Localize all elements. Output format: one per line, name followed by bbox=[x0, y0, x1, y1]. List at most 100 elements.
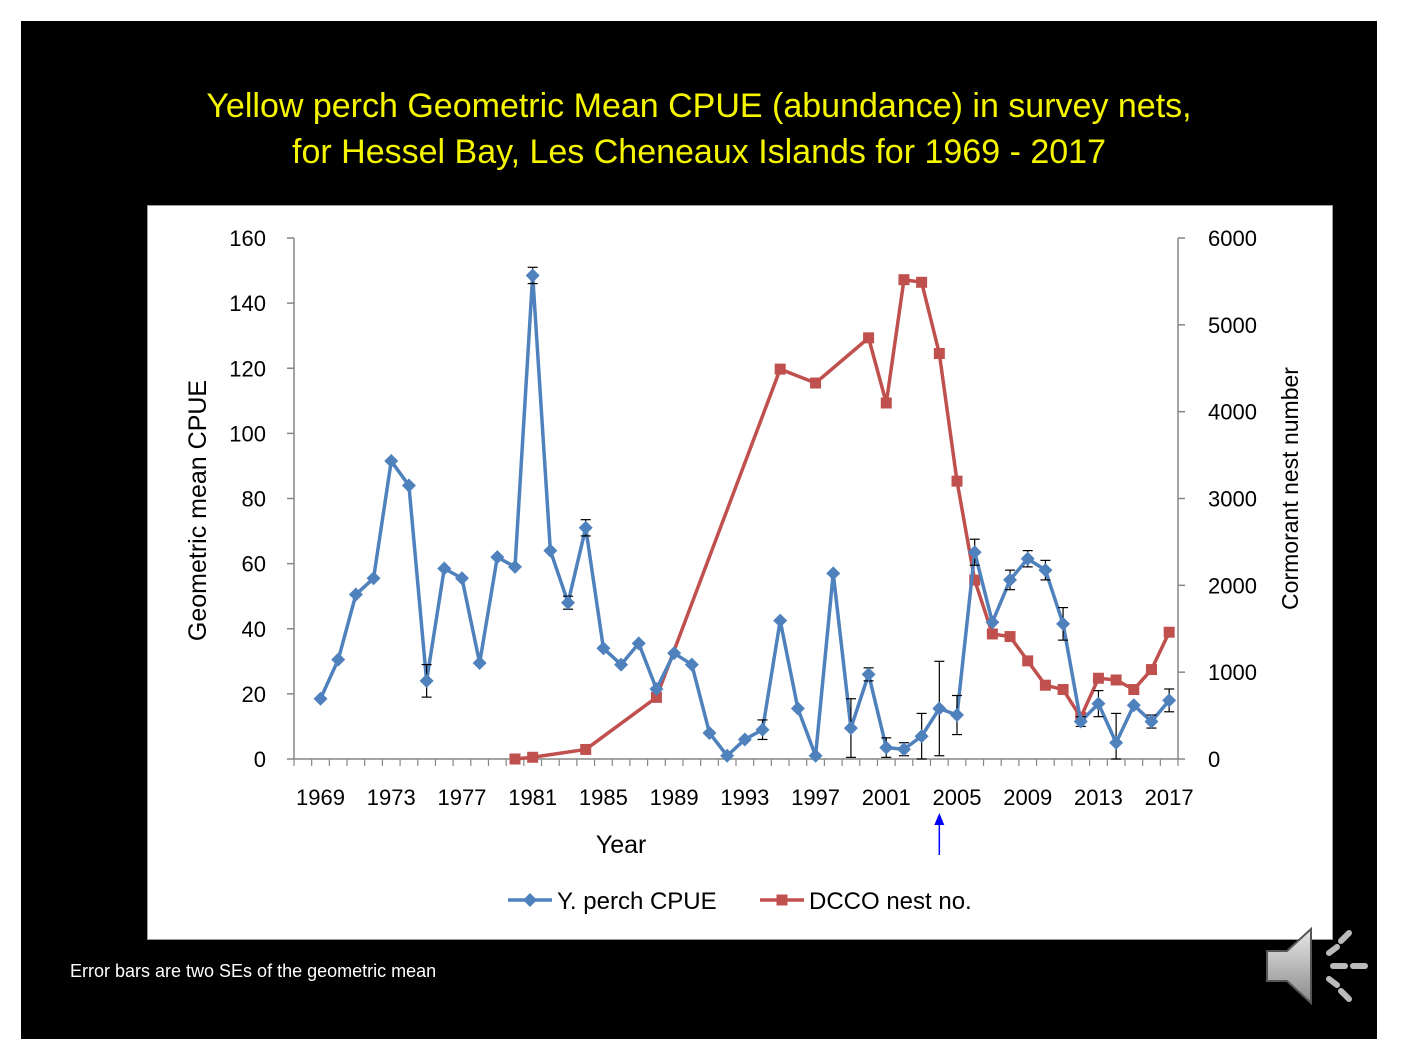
slide-title: Yellow perch Geometric Mean CPUE (abunda… bbox=[21, 83, 1377, 175]
y2-tick-label: 3000 bbox=[1208, 487, 1257, 512]
perch-cpue-point bbox=[614, 657, 629, 672]
perch-cpue-point bbox=[737, 732, 752, 747]
dcco-nest-point bbox=[650, 691, 662, 703]
perch-cpue-point bbox=[1056, 616, 1071, 631]
dcco-nest-point bbox=[527, 751, 539, 763]
x-tick-label: 2001 bbox=[862, 785, 911, 810]
dcco-nest-line bbox=[514, 277, 1171, 761]
perch-cpue-point bbox=[684, 657, 699, 672]
dcco-nest-point bbox=[863, 332, 875, 344]
perch-cpue-point bbox=[1162, 693, 1177, 708]
y-tick-label: 60 bbox=[242, 552, 266, 577]
perch-cpue-point bbox=[967, 545, 982, 560]
perch-cpue-point bbox=[1020, 551, 1035, 566]
x-tick-label: 2013 bbox=[1074, 785, 1123, 810]
perch-cpue-point bbox=[578, 520, 593, 535]
y-tick-label: 80 bbox=[242, 487, 266, 512]
y-tick-label: 40 bbox=[242, 617, 266, 642]
slide-title-line-1: Yellow perch Geometric Mean CPUE (abunda… bbox=[206, 87, 1192, 125]
perch-cpue-point bbox=[1038, 563, 1053, 578]
dcco-nest-point bbox=[1004, 631, 1016, 643]
perch-cpue-point bbox=[596, 641, 611, 656]
perch-cpue-point bbox=[1109, 735, 1124, 750]
perch-cpue-point bbox=[861, 667, 876, 682]
dcco-nest-point bbox=[1092, 672, 1104, 684]
perch-cpue-point bbox=[1126, 698, 1141, 713]
y-tick-label: 120 bbox=[229, 356, 266, 381]
dcco-nest-point bbox=[1128, 684, 1140, 696]
perch-cpue-point bbox=[384, 454, 399, 469]
x-tick-label: 1981 bbox=[508, 785, 557, 810]
speaker-sound-icon[interactable] bbox=[1261, 919, 1381, 1024]
perch-cpue-point bbox=[472, 655, 487, 670]
dcco-nest-point bbox=[1110, 674, 1122, 686]
dcco-nest-point bbox=[1039, 679, 1051, 691]
x-axis-title: Year bbox=[596, 831, 647, 859]
dcco-nest-point bbox=[898, 274, 910, 286]
perch-cpue-point bbox=[1073, 714, 1088, 729]
perch-cpue-point bbox=[331, 652, 346, 667]
legend-perch-label: Y. perch CPUE bbox=[557, 888, 717, 915]
perch-cpue-point bbox=[1144, 714, 1159, 729]
footnote: Error bars are two SEs of the geometric … bbox=[70, 961, 437, 981]
perch-cpue-point bbox=[720, 748, 735, 763]
legend-perch-marker bbox=[523, 893, 537, 907]
dcco-nest-point bbox=[1022, 655, 1034, 667]
y2-axis-title: Cormorant nest number bbox=[1277, 367, 1303, 610]
perch-cpue-point bbox=[490, 550, 505, 565]
dcco-nest-point bbox=[1057, 684, 1069, 696]
y2-tick-label: 0 bbox=[1208, 747, 1220, 772]
slide-title-line-2: for Hessel Bay, Les Cheneaux Islands for… bbox=[292, 133, 1106, 171]
chart-area: 0 20 40 60 80 100 120 140 160 0 1000 2000 3000 4000 50… bbox=[147, 205, 1333, 940]
perch-cpue-point bbox=[401, 478, 416, 493]
perch-cpue-point bbox=[896, 742, 911, 757]
perch-cpue-point bbox=[826, 566, 841, 581]
perch-cpue-point bbox=[932, 701, 947, 716]
dcco-nest-point bbox=[986, 628, 998, 640]
y-tick-label: 140 bbox=[229, 291, 266, 316]
legend-dcco-label: DCCO nest no. bbox=[809, 888, 972, 915]
perch-cpue-point bbox=[843, 721, 858, 736]
x-tick-label: 1977 bbox=[437, 785, 486, 810]
dcco-nest-point bbox=[933, 347, 945, 359]
dcco-nest-point bbox=[916, 276, 928, 288]
perch-cpue-point bbox=[702, 725, 717, 740]
slide: Yellow perch Geometric Mean CPUE (abunda… bbox=[21, 21, 1377, 1039]
perch-cpue-point bbox=[313, 691, 328, 706]
perch-cpue-point bbox=[790, 701, 805, 716]
perch-cpue-point bbox=[1003, 572, 1018, 587]
perch-cpue-point bbox=[348, 587, 363, 602]
x-tick-label: 1993 bbox=[720, 785, 769, 810]
y2-tick-label: 6000 bbox=[1208, 226, 1257, 251]
perch-cpue-point bbox=[667, 646, 682, 661]
dcco-nest-point bbox=[880, 397, 892, 409]
dcco-nest-point bbox=[810, 377, 822, 389]
perch-cpue-point bbox=[773, 613, 788, 628]
x-tick-label: 2017 bbox=[1145, 785, 1194, 810]
perch-cpue-point bbox=[437, 561, 452, 576]
dcco-nest-point bbox=[969, 574, 981, 586]
x-tick-label: 1989 bbox=[650, 785, 699, 810]
dcco-nest-point bbox=[509, 753, 521, 765]
legend-dcco-marker bbox=[776, 894, 788, 906]
y-axis-title: Geometric mean CPUE bbox=[184, 380, 212, 641]
chart-svg: 0 20 40 60 80 100 120 140 160 0 1000 2000 3000 4000 50… bbox=[184, 226, 1303, 915]
x-tick-label: 1997 bbox=[791, 785, 840, 810]
perch-cpue-point bbox=[879, 740, 894, 755]
perch-cpue-point bbox=[419, 673, 434, 688]
y-tick-label: 160 bbox=[229, 226, 266, 251]
x-tick-label: 1973 bbox=[367, 785, 416, 810]
perch-cpue-point bbox=[631, 636, 646, 651]
y-tick-label: 100 bbox=[229, 421, 266, 446]
perch-cpue-point bbox=[454, 571, 469, 586]
perch-cpue-point bbox=[755, 722, 770, 737]
x-tick-label: 1969 bbox=[296, 785, 345, 810]
perch-cpue-point bbox=[950, 708, 964, 723]
dcco-nest-point bbox=[1145, 664, 1157, 676]
x-tick-label: 2009 bbox=[1003, 785, 1052, 810]
y2-tick-label: 4000 bbox=[1208, 400, 1257, 425]
annotation-arrow-head bbox=[934, 813, 945, 825]
dcco-nest-point bbox=[1163, 626, 1175, 638]
perch-cpue-point bbox=[914, 729, 929, 744]
perch-cpue-point bbox=[543, 543, 558, 558]
